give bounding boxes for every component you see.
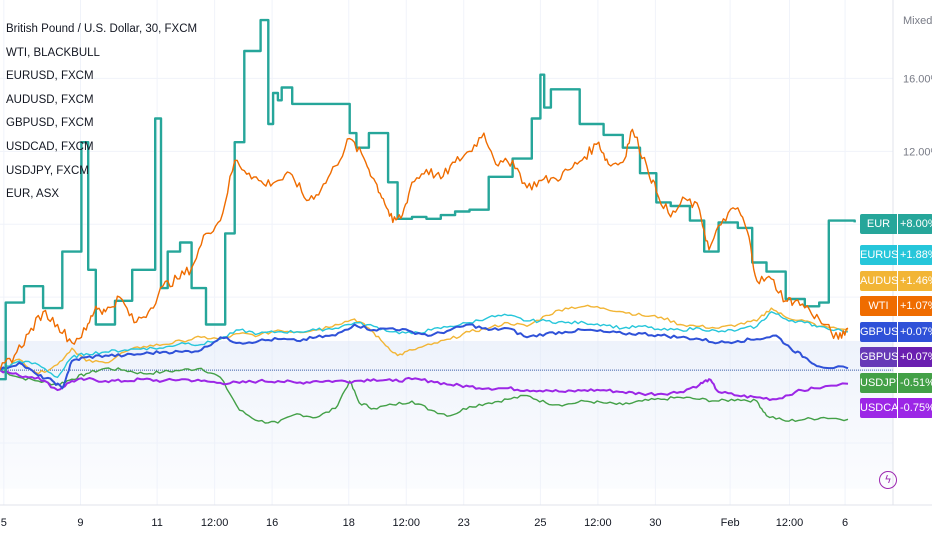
price-axis[interactable]: 16.00% 12.00% [903, 73, 932, 158]
series-line-gbpusd [0, 323, 849, 390]
series-line-eur [0, 18, 856, 381]
badge-change: +8.00% [898, 214, 932, 235]
badge-symbol: EURUSD [860, 245, 906, 266]
badge-symbol: USDCAD [860, 398, 906, 419]
badge-change: +0.07% [898, 321, 932, 342]
series-line-audusd [0, 304, 849, 375]
badge-change: +0.07% [898, 347, 932, 368]
x-tick-label: 11 [151, 517, 162, 529]
x-tick-label: 12:00 [584, 517, 612, 529]
price-badge-usdjpy[interactable]: USDJPY -0.51% [860, 372, 932, 393]
price-badge-eur[interactable]: EUR+8.00% [860, 214, 932, 235]
x-tick-label: 23 [458, 517, 470, 529]
badge-symbol: EUR [860, 214, 897, 235]
y-tick-label: 12.00% [903, 146, 932, 158]
badge-change: -0.75% [898, 398, 932, 419]
x-tick-label: 12:00 [392, 517, 420, 529]
badge-symbol: AUDUSD [860, 270, 906, 291]
x-tick-label: 25 [534, 517, 546, 529]
series-lines [0, 18, 856, 424]
legend-item[interactable]: GBPUSD, FXCM [6, 117, 94, 130]
badge-symbol: GBPUSD [860, 347, 906, 368]
x-tick-label: 5 [1, 517, 7, 529]
price-badge-gbpusd[interactable]: GBPUSD+0.07% [860, 347, 932, 368]
x-tick-label: 6 [842, 517, 848, 529]
price-badge-audusd[interactable]: AUDUSD+1.46% [860, 270, 932, 291]
legend-item-main[interactable]: British Pound / U.S. Dollar, 30, FXCM [6, 23, 198, 35]
time-axis[interactable]: 5 9 11 12:00 16 18 12:00 23 25 12:00 30 Feb 12:00 6 [1, 517, 848, 529]
x-tick-label: 12:00 [776, 517, 804, 529]
series-line-usdcad [0, 369, 849, 401]
x-tick-label: 16 [266, 517, 278, 529]
y-tick-label: 16.00% [903, 73, 932, 85]
scale-mode-label[interactable]: Mixed [903, 15, 932, 27]
series-line-wti [0, 128, 849, 371]
price-badge-gbpusd[interactable]: GBPUSD+0.07% [860, 321, 932, 342]
x-tick-label: 18 [343, 517, 355, 529]
gbpusd-area-fill [0, 340, 893, 489]
price-badge-usdcad[interactable]: USDCAD -0.75% [860, 398, 932, 419]
badge-change: +1.88% [898, 245, 932, 266]
series-legend: British Pound / U.S. Dollar, 30, FXCM WT… [6, 18, 197, 207]
legend-item[interactable]: EURUSD, FXCM [6, 70, 94, 83]
legend-item[interactable]: WTI, BLACKBULL [6, 46, 100, 59]
badge-symbol: USDJPY [860, 372, 903, 393]
series-line-usdjpy [0, 367, 849, 424]
price-badge-wti[interactable]: WTI+1.07% [860, 296, 932, 317]
badge-change: -0.51% [898, 372, 932, 393]
x-tick-label: 30 [649, 517, 661, 529]
badge-change: +1.07% [898, 296, 932, 317]
badge-symbol: GBPUSD [860, 321, 906, 342]
legend-item[interactable]: USDJPY, FXCM [6, 164, 89, 177]
badge-symbol: WTI [860, 296, 897, 317]
badge-change: +1.46% [898, 270, 932, 291]
x-tick-label: 12:00 [201, 517, 229, 529]
legend-item[interactable]: USDCAD, FXCM [6, 140, 94, 153]
lightning-icon[interactable]: ϟ [879, 471, 897, 489]
x-tick-label: Feb [721, 517, 740, 529]
x-tick-label: 9 [77, 517, 83, 529]
legend-item[interactable]: AUDUSD, FXCM [6, 93, 94, 106]
legend-item[interactable]: EUR, ASX [6, 188, 60, 201]
price-badge-eurusd[interactable]: EURUSD+1.88% [860, 245, 932, 266]
